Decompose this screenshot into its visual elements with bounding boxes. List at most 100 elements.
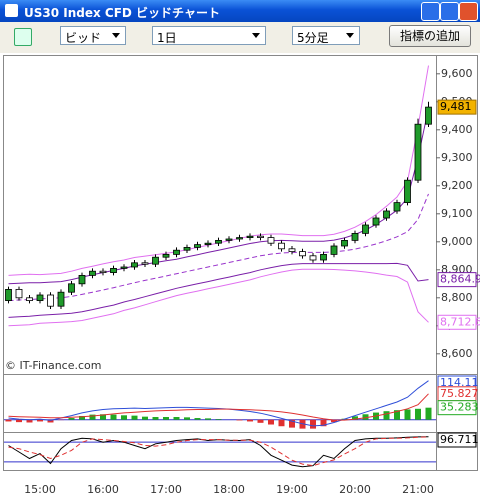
copyright: © IT-Finance.com: [5, 359, 102, 372]
value-badge: [437, 432, 477, 448]
histogram-bar: [268, 419, 274, 425]
chart: © IT-Finance.com 8,6008,7008,8008,9009,0…: [0, 53, 480, 498]
histogram-bar: [152, 417, 159, 420]
candle-body: [99, 270, 107, 274]
histogram-bar: [121, 415, 127, 420]
candle-body: [204, 242, 212, 245]
value-badge: [437, 400, 477, 416]
histogram-bar: [142, 416, 148, 420]
histogram-bar: [320, 419, 327, 427]
x-tick-label: 20:00: [339, 483, 371, 496]
histogram-bar: [163, 417, 169, 420]
candle-body: [267, 237, 275, 244]
toolbar: ビッド 1日 5分足 指標の追加: [0, 22, 480, 53]
histogram-bar: [257, 419, 264, 423]
y-tick-label: 8,800: [441, 291, 473, 304]
histogram-bar: [383, 411, 390, 420]
period-select[interactable]: 1日: [152, 26, 266, 45]
candle-body: [162, 253, 170, 258]
histogram-bar: [47, 419, 54, 423]
candle-body: [5, 288, 12, 301]
candle-body: [110, 267, 117, 273]
series-line: [8, 262, 429, 318]
candle-body: [351, 232, 359, 241]
histogram-bar: [5, 419, 12, 422]
histogram-bar: [394, 410, 400, 420]
series-line: [8, 380, 429, 427]
candle-body: [57, 291, 65, 307]
histogram-bar: [194, 418, 201, 420]
histogram-bar: [110, 414, 117, 420]
candle-body: [36, 294, 44, 301]
histogram-bar: [331, 419, 337, 423]
y-tick-label: 9,100: [441, 207, 473, 220]
histogram-bar: [236, 419, 243, 421]
candle-body: [288, 248, 296, 253]
histogram-bar: [173, 417, 180, 420]
candle-body: [78, 274, 86, 285]
y-tick-label: 8,600: [441, 347, 473, 360]
candle-body: [372, 217, 380, 226]
histogram-bar: [205, 418, 211, 420]
candle-body: [393, 202, 401, 212]
chart-frame: [3, 55, 478, 471]
value-label: 114.11: [440, 376, 479, 389]
interval-select[interactable]: 5分足: [292, 26, 360, 45]
histogram-bar: [415, 408, 421, 420]
histogram-bar: [310, 419, 316, 429]
histogram-bar: [404, 409, 411, 420]
value-label: 75.827: [440, 387, 479, 400]
histogram-bar: [184, 417, 190, 420]
series-line: [8, 436, 429, 467]
candle-body: [383, 210, 390, 219]
candle-body: [278, 242, 285, 250]
add-indicator-button[interactable]: 指標の追加: [389, 25, 471, 47]
x-tick-label: 18:00: [213, 483, 245, 496]
price-type-select[interactable]: ビッド: [60, 26, 126, 45]
candle-body: [246, 235, 254, 238]
histogram-bar: [362, 414, 369, 420]
candle-body: [320, 253, 327, 261]
candle-body: [141, 262, 149, 265]
x-tick-label: 21:00: [402, 483, 434, 496]
draw-tool-icon[interactable]: [14, 28, 32, 46]
histogram-bar: [68, 418, 75, 420]
histogram-bar: [352, 416, 358, 420]
candle-body: [330, 245, 338, 255]
candle-body: [404, 179, 411, 203]
value-label: 35.283: [440, 401, 479, 414]
value-badge: [437, 99, 477, 115]
window-title: US30 Index CFD ビッドチャート: [24, 6, 220, 20]
histogram-bar: [89, 414, 96, 420]
minimize-button[interactable]: [421, 2, 440, 21]
maximize-button[interactable]: [440, 2, 459, 21]
candle-body: [362, 224, 369, 234]
histogram-bar: [247, 419, 253, 422]
histogram-bar: [425, 407, 432, 420]
candle-body: [414, 123, 422, 181]
close-button[interactable]: [459, 2, 478, 21]
value-label: 96.711: [440, 433, 479, 446]
histogram-bar: [16, 419, 22, 423]
histogram-bar: [289, 419, 295, 428]
value-label: 8,864.9: [440, 273, 480, 286]
series-line: [8, 108, 429, 285]
candle-body: [257, 235, 264, 238]
y-tick-label: 9,200: [441, 179, 473, 192]
candle-body: [89, 270, 96, 276]
candle-body: [173, 249, 180, 255]
candle-body: [341, 239, 348, 247]
candle-body: [183, 246, 191, 251]
candle-body: [215, 239, 222, 244]
x-tick-label: 19:00: [276, 483, 308, 496]
candle-body: [425, 106, 432, 125]
series-line: [8, 393, 429, 421]
value-badge: [437, 314, 477, 330]
app-icon: [5, 4, 18, 17]
candle-body: [15, 288, 23, 299]
candle-body: [47, 294, 54, 307]
series-line: [8, 268, 429, 327]
candle-body: [120, 266, 128, 269]
chart-background: [0, 53, 480, 498]
